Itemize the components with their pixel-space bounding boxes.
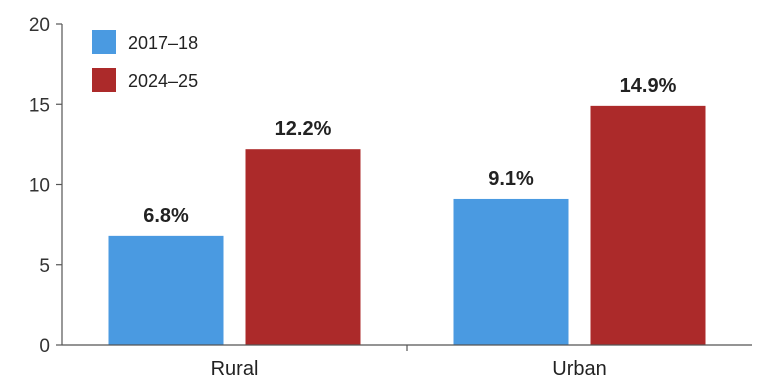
legend: 2017–18 2024–25 (92, 30, 198, 92)
x-axis: Rural Urban (62, 344, 752, 380)
y-tick-label: 15 (29, 95, 50, 116)
y-tick-label: 20 (29, 15, 50, 36)
y-tick-label: 0 (39, 336, 50, 357)
data-labels: 6.8% 12.2% 9.1% 14.9% (143, 75, 676, 227)
data-label: 12.2% (275, 118, 332, 140)
y-tick-label: 10 (29, 176, 50, 197)
data-label: 6.8% (143, 205, 189, 227)
x-category-label: Urban (552, 358, 606, 380)
bar-urban-series-0 (453, 198, 569, 345)
legend-swatch (92, 30, 116, 54)
x-category-label: Rural (211, 358, 259, 380)
legend-swatch (92, 68, 116, 92)
bar-rural-series-0 (108, 235, 224, 345)
bar-rural-series-1 (245, 149, 361, 345)
legend-label: 2017–18 (128, 33, 198, 53)
data-label: 14.9% (620, 75, 677, 97)
legend-label: 2024–25 (128, 71, 198, 91)
bar-urban-series-1 (590, 105, 706, 345)
y-axis: 0 5 10 15 20 (29, 15, 63, 357)
data-label: 9.1% (488, 168, 534, 190)
y-tick-label: 5 (39, 256, 50, 277)
bars (108, 105, 706, 345)
